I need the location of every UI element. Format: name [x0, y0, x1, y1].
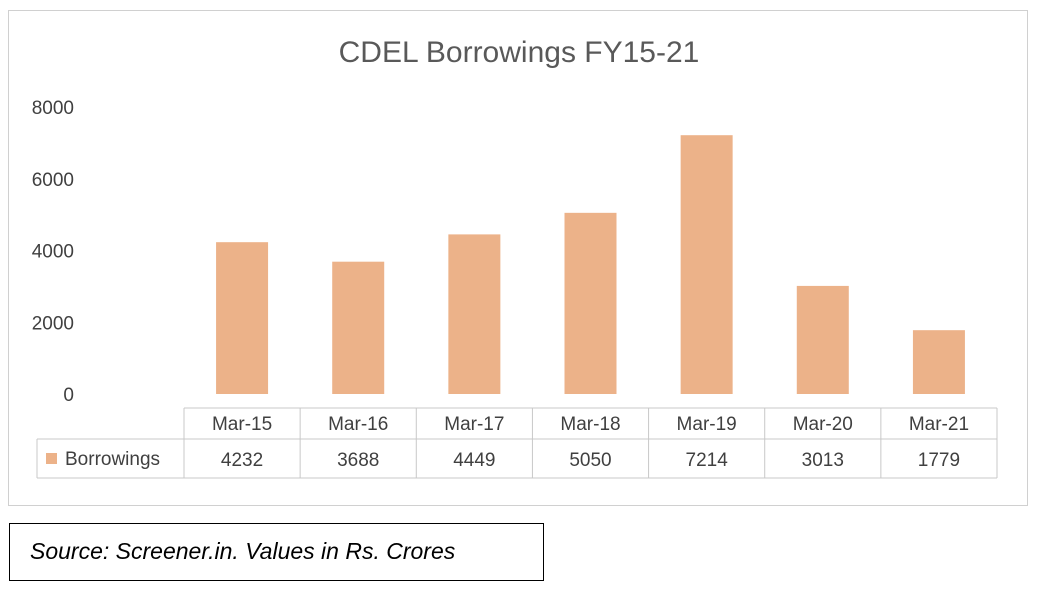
bar [332, 261, 385, 394]
data-value-label: 4232 [221, 450, 263, 471]
data-value-label: 3013 [802, 450, 844, 471]
data-value-label: 3688 [337, 450, 379, 471]
bar [796, 285, 849, 394]
x-category-label: Mar-17 [444, 414, 504, 435]
bar [448, 234, 501, 394]
legend-key [46, 453, 57, 464]
data-value-label: 1779 [918, 450, 960, 471]
y-tick-label: 8000 [32, 98, 74, 119]
bar [216, 242, 269, 394]
x-category-label: Mar-20 [793, 414, 853, 435]
chart-frame [8, 10, 1028, 506]
x-category-label: Mar-16 [328, 414, 388, 435]
legend-series-name: Borrowings [65, 449, 160, 470]
data-table: Mar-15 4232 Mar-16 3688 Mar-17 4449 Mar-18 5050… [36, 407, 998, 479]
data-value-label: 4449 [453, 450, 495, 471]
chart-title: CDEL Borrowings FY15-21 [338, 36, 700, 69]
x-category-label: Mar-19 [677, 414, 737, 435]
data-value-label: 5050 [569, 450, 611, 471]
source-note-box: Source: Screener.in. Values in Rs. Crore… [9, 523, 544, 581]
data-value-label: 7214 [686, 450, 729, 471]
source-note: Source: Screener.in. Values in Rs. Crore… [30, 538, 456, 564]
y-tick-label: 2000 [32, 313, 74, 334]
bar [912, 330, 965, 394]
y-tick-label: 0 [63, 385, 74, 406]
bar [680, 135, 733, 394]
x-category-label: Mar-21 [909, 414, 969, 435]
y-tick-label: 6000 [32, 170, 74, 191]
x-category-label: Mar-18 [560, 414, 620, 435]
x-category-label: Mar-15 [212, 414, 272, 435]
bars [216, 135, 965, 394]
bar [564, 212, 617, 394]
y-axis-ticks: 0 2000 4000 6000 8000 [32, 98, 74, 406]
y-tick-label: 4000 [32, 242, 74, 263]
